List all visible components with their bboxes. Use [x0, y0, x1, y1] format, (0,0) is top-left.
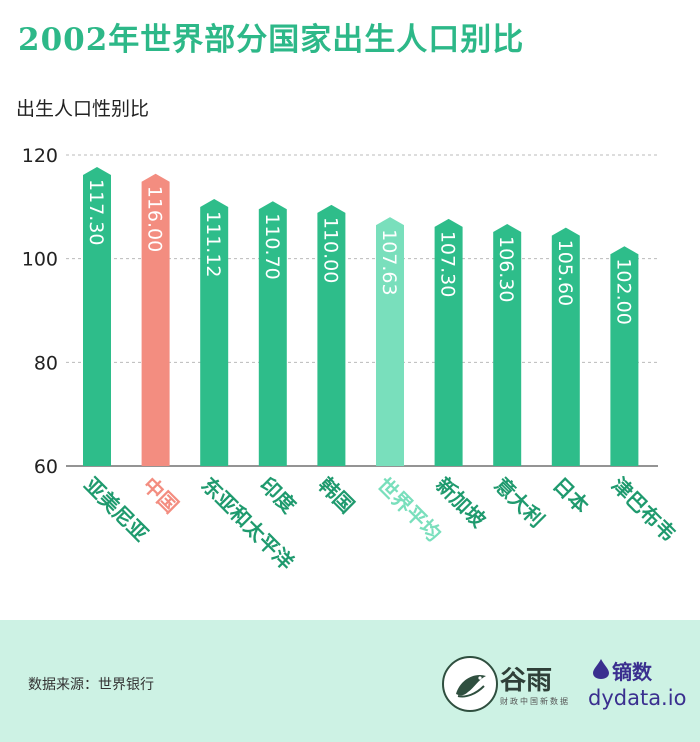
data-source: 数据来源：世界银行 — [28, 677, 154, 693]
bar-韩国 — [317, 204, 346, 466]
bar-value-label-东亚和太平洋: 111.12 — [202, 211, 224, 277]
dydata-url: dydata.io — [588, 686, 687, 710]
category-label-世界平均: 世界平均 — [372, 473, 446, 547]
category-label-中国: 中国 — [138, 473, 183, 518]
bar-东亚和太平洋 — [200, 199, 229, 466]
y-tick-label-120: 120 — [22, 145, 58, 167]
y-axis-label: 出生人口性别比 — [16, 98, 150, 120]
category-label-日本: 日本 — [548, 473, 593, 518]
bar-亚美尼亚 — [83, 166, 111, 466]
guyu-logo: 谷雨 财政中国新数据 — [442, 656, 582, 716]
dydata-logo: 镝数 dydata.io — [588, 656, 698, 716]
bar-value-label-韩国: 110.00 — [319, 217, 341, 283]
y-tick-label-100: 100 — [22, 249, 58, 271]
bar-新加坡 — [434, 218, 463, 466]
bar-value-label-日本: 105.60 — [554, 240, 576, 306]
bar-津巴布韦 — [610, 246, 639, 466]
bar-value-label-印度: 110.70 — [261, 213, 283, 279]
bar-意大利 — [493, 224, 522, 466]
guyu-name: 谷雨 — [500, 666, 553, 696]
bar-中国 — [141, 173, 170, 466]
guyu-subtitle: 财政中国新数据 — [500, 697, 570, 706]
footer: 数据来源：世界银行 谷雨 财政中国新数据 镝数 dydata.io — [0, 620, 700, 742]
category-label-意大利: 意大利 — [490, 473, 549, 532]
category-label-印度: 印度 — [255, 473, 301, 519]
bar-value-label-世界平均: 107.63 — [378, 229, 400, 295]
bar-chart: 6080100120117.30亚美尼亚116.00中国111.12东亚和太平洋… — [22, 145, 681, 574]
y-tick-label-60: 60 — [34, 456, 58, 478]
category-label-津巴布韦: 津巴布韦 — [607, 473, 681, 547]
bar-日本 — [551, 227, 580, 466]
dydata-name: 镝数 — [612, 660, 652, 684]
bar-value-label-意大利: 106.30 — [495, 236, 517, 302]
chart-title: 2002年世界部分国家出生人口别比 — [18, 22, 525, 58]
y-tick-label-80: 80 — [34, 352, 58, 374]
bar-value-label-亚美尼亚: 117.30 — [85, 179, 107, 245]
bar-印度 — [258, 201, 287, 466]
guyu-bird-icon — [442, 656, 498, 712]
bar-value-label-津巴布韦: 102.00 — [612, 258, 634, 324]
bar-value-label-新加坡: 107.30 — [437, 231, 459, 297]
category-label-韩国: 韩国 — [314, 473, 359, 518]
bar-value-label-中国: 116.00 — [144, 186, 166, 252]
bar-世界平均 — [376, 217, 404, 466]
droplet-icon — [593, 659, 609, 679]
category-label-亚美尼亚: 亚美尼亚 — [79, 473, 153, 547]
